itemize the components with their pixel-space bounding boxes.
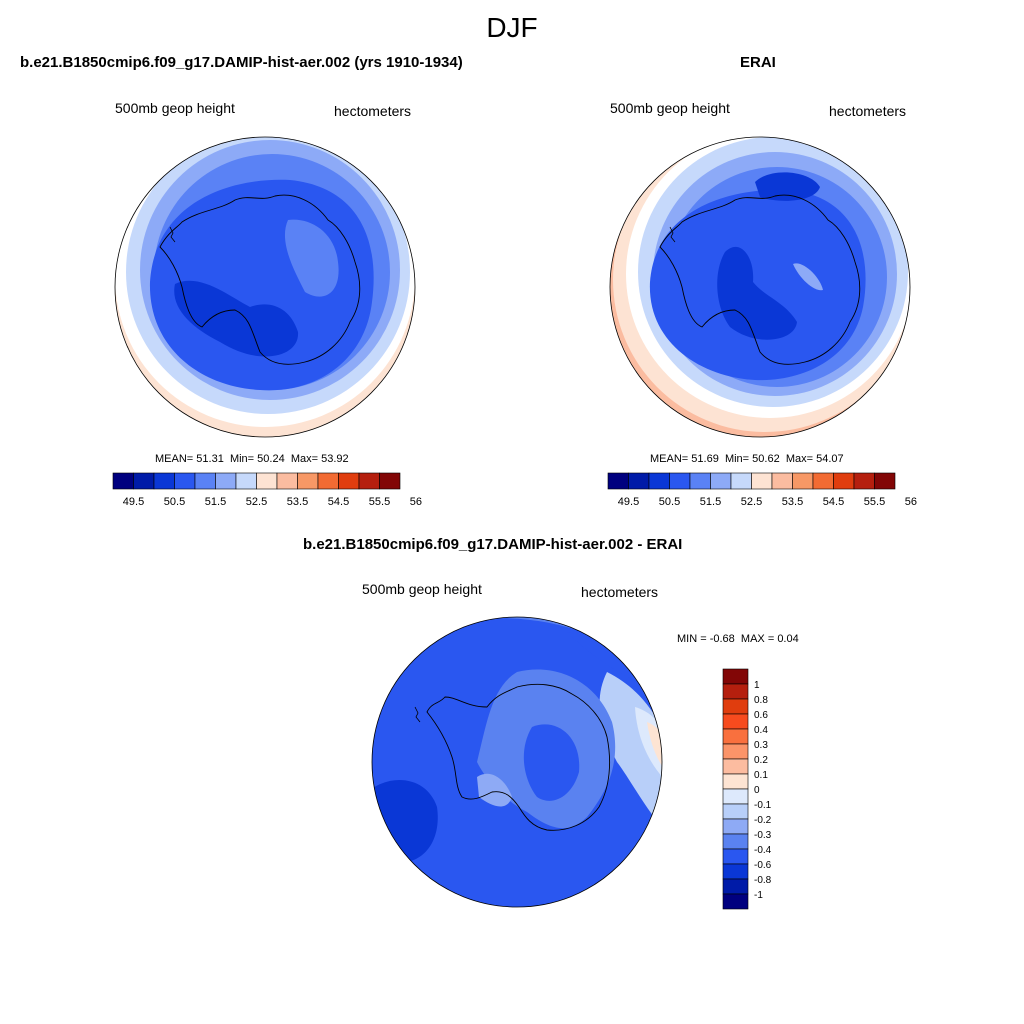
panel2-colorbar-label: 55.5: [864, 496, 885, 508]
panel3-colorbar-label: 0: [754, 785, 760, 796]
panel2-title: ERAI: [740, 54, 776, 71]
panel3-colorbar-swatch: [722, 878, 749, 895]
panel1-colorbar-swatch: [112, 472, 134, 490]
panel1-colorbar-swatch: [133, 472, 155, 490]
panel1-colorbar-swatch: [276, 472, 298, 490]
panel2-colorbar-swatch: [833, 472, 855, 490]
panel1-colorbar-swatch: [338, 472, 360, 490]
panel2-colorbar-label: 50.5: [659, 496, 680, 508]
panel3-colorbar-swatch: [722, 803, 749, 820]
panel3-colorbar-label: 0.2: [754, 755, 768, 766]
panel1-colorbar-swatch: [256, 472, 278, 490]
panel2-colorbar-label: 56.5: [905, 496, 917, 508]
panel2-colorbar-label: 51.5: [700, 496, 721, 508]
panel1-colorbar-swatch: [194, 472, 216, 490]
panel3-colorbar-label: 0.3: [754, 740, 768, 751]
panel3-colorbar-label: 0.4: [754, 725, 768, 736]
panel3-colorbar: 1 0.8 0.6 0.4 0.3 0.2 0.1 0 -0.1 -0.2 -0.3 -0.4 -0.6…: [722, 668, 772, 910]
panel2-colorbar-swatch: [771, 472, 793, 490]
panel2-colorbar-swatch: [648, 472, 670, 490]
panel3-colorbar-swatch: [722, 743, 749, 760]
panel3-colorbar-swatch: [722, 773, 749, 790]
panel3-colorbar-swatch: [722, 818, 749, 835]
panel3-colorbar-swatch: [722, 728, 749, 745]
panel2-colorbar-swatch: [710, 472, 732, 490]
panel2-colorbar-swatch: [730, 472, 752, 490]
panel3-colorbar-label: 0.8: [754, 695, 768, 706]
panel3-colorbar-swatch: [722, 833, 749, 850]
panel3-colorbar-label: 0.6: [754, 710, 768, 721]
panel2-colorbar-swatch: [669, 472, 691, 490]
panel3-colorbar-swatch: [722, 863, 749, 880]
panel2-colorbar-label: 49.5: [618, 496, 639, 508]
panel2-colorbar-swatch: [853, 472, 875, 490]
panel1-colorbar-swatch: [358, 472, 380, 490]
panel3-title: b.e21.B1850cmip6.f09_g17.DAMIP-hist-aer.…: [303, 536, 683, 553]
panel2-colorbar-swatch: [792, 472, 814, 490]
panel3-colorbar-swatch: [722, 848, 749, 865]
panel3-colorbar-label: -0.8: [754, 875, 772, 886]
panel1-colorbar-swatch: [379, 472, 401, 490]
panel3-colorbar-label: 1: [754, 680, 760, 691]
panel1-colorbar-label: 55.5: [369, 496, 390, 508]
panel2-colorbar-swatch: [812, 472, 834, 490]
panel3-colorbar-swatch: [722, 698, 749, 715]
panel2-colorbar-swatch: [751, 472, 773, 490]
panel3-colorbar-swatch: [722, 758, 749, 775]
panel2-variable-label: 500mb geop height: [610, 100, 730, 116]
panel1-units-label: hectometers: [334, 103, 412, 119]
panel3-colorbar-label: 0.1: [754, 770, 768, 781]
panel3-colorbar-label: -1: [754, 890, 763, 901]
panel1-variable-label: 500mb geop height: [115, 100, 235, 116]
panel3-variable-label: 500mb geop height: [362, 581, 482, 597]
panel2-colorbar-label: 53.5: [782, 496, 803, 508]
panel1-colorbar: 49.5 50.5 51.5 52.5 53.5 54.5 55.5 56.5: [112, 472, 422, 508]
panel3-colorbar-swatch: [722, 668, 749, 685]
panel2-colorbar-swatch: [689, 472, 711, 490]
panel2-colorbar-swatch: [628, 472, 650, 490]
panel2-colorbar: 49.5 50.5 51.5 52.5 53.5 54.5 55.5 56.5: [607, 472, 917, 508]
panel3-colorbar-swatch: [722, 683, 749, 700]
panel1-colorbar-label: 53.5: [287, 496, 308, 508]
panel1-stats: MEAN= 51.31 Min= 50.24 Max= 53.92: [155, 453, 349, 465]
page-title: DJF: [486, 12, 538, 43]
panel1-colorbar-swatch: [235, 472, 257, 490]
panel3-colorbar-label: -0.2: [754, 815, 772, 826]
panel3-colorbar-label: -0.1: [754, 800, 772, 811]
panel3-colorbar-label: -0.3: [754, 830, 772, 841]
panel3-colorbar-swatch: [722, 893, 749, 910]
panel3-units-label: hectometers: [581, 584, 659, 600]
panel3-colorbar-label: -0.4: [754, 845, 772, 856]
panel2-colorbar-label: 54.5: [823, 496, 844, 508]
panel2-units-label: hectometers: [829, 103, 907, 119]
panel1-colorbar-swatch: [317, 472, 339, 490]
panel1-colorbar-swatch: [174, 472, 196, 490]
panel2-stats: MEAN= 51.69 Min= 50.62 Max= 54.07: [650, 453, 844, 465]
panel2-polar-map: [609, 136, 911, 438]
panel1-colorbar-swatch: [297, 472, 319, 490]
panel1-colorbar-swatch: [153, 472, 175, 490]
panel2-colorbar-swatch: [607, 472, 629, 490]
panel1-colorbar-label: 54.5: [328, 496, 349, 508]
panel1-colorbar-swatch: [215, 472, 237, 490]
panel1-colorbar-label: 50.5: [164, 496, 185, 508]
panel1-polar-map: [114, 136, 416, 438]
panel1-colorbar-label: 56.5: [410, 496, 422, 508]
panel1-colorbar-label: 51.5: [205, 496, 226, 508]
panel3-stats: MIN = -0.68 MAX = 0.04: [677, 633, 799, 645]
panel1-title: b.e21.B1850cmip6.f09_g17.DAMIP-hist-aer.…: [20, 54, 463, 71]
panel1-colorbar-label: 52.5: [246, 496, 267, 508]
panel2-colorbar-label: 52.5: [741, 496, 762, 508]
panel2-colorbar-swatch: [874, 472, 896, 490]
panel3-colorbar-swatch: [722, 788, 749, 805]
panel1-colorbar-label: 49.5: [123, 496, 144, 508]
panel3-colorbar-swatch: [722, 713, 749, 730]
panel3-colorbar-label: -0.6: [754, 860, 772, 871]
panel3-polar-map: [371, 616, 663, 908]
